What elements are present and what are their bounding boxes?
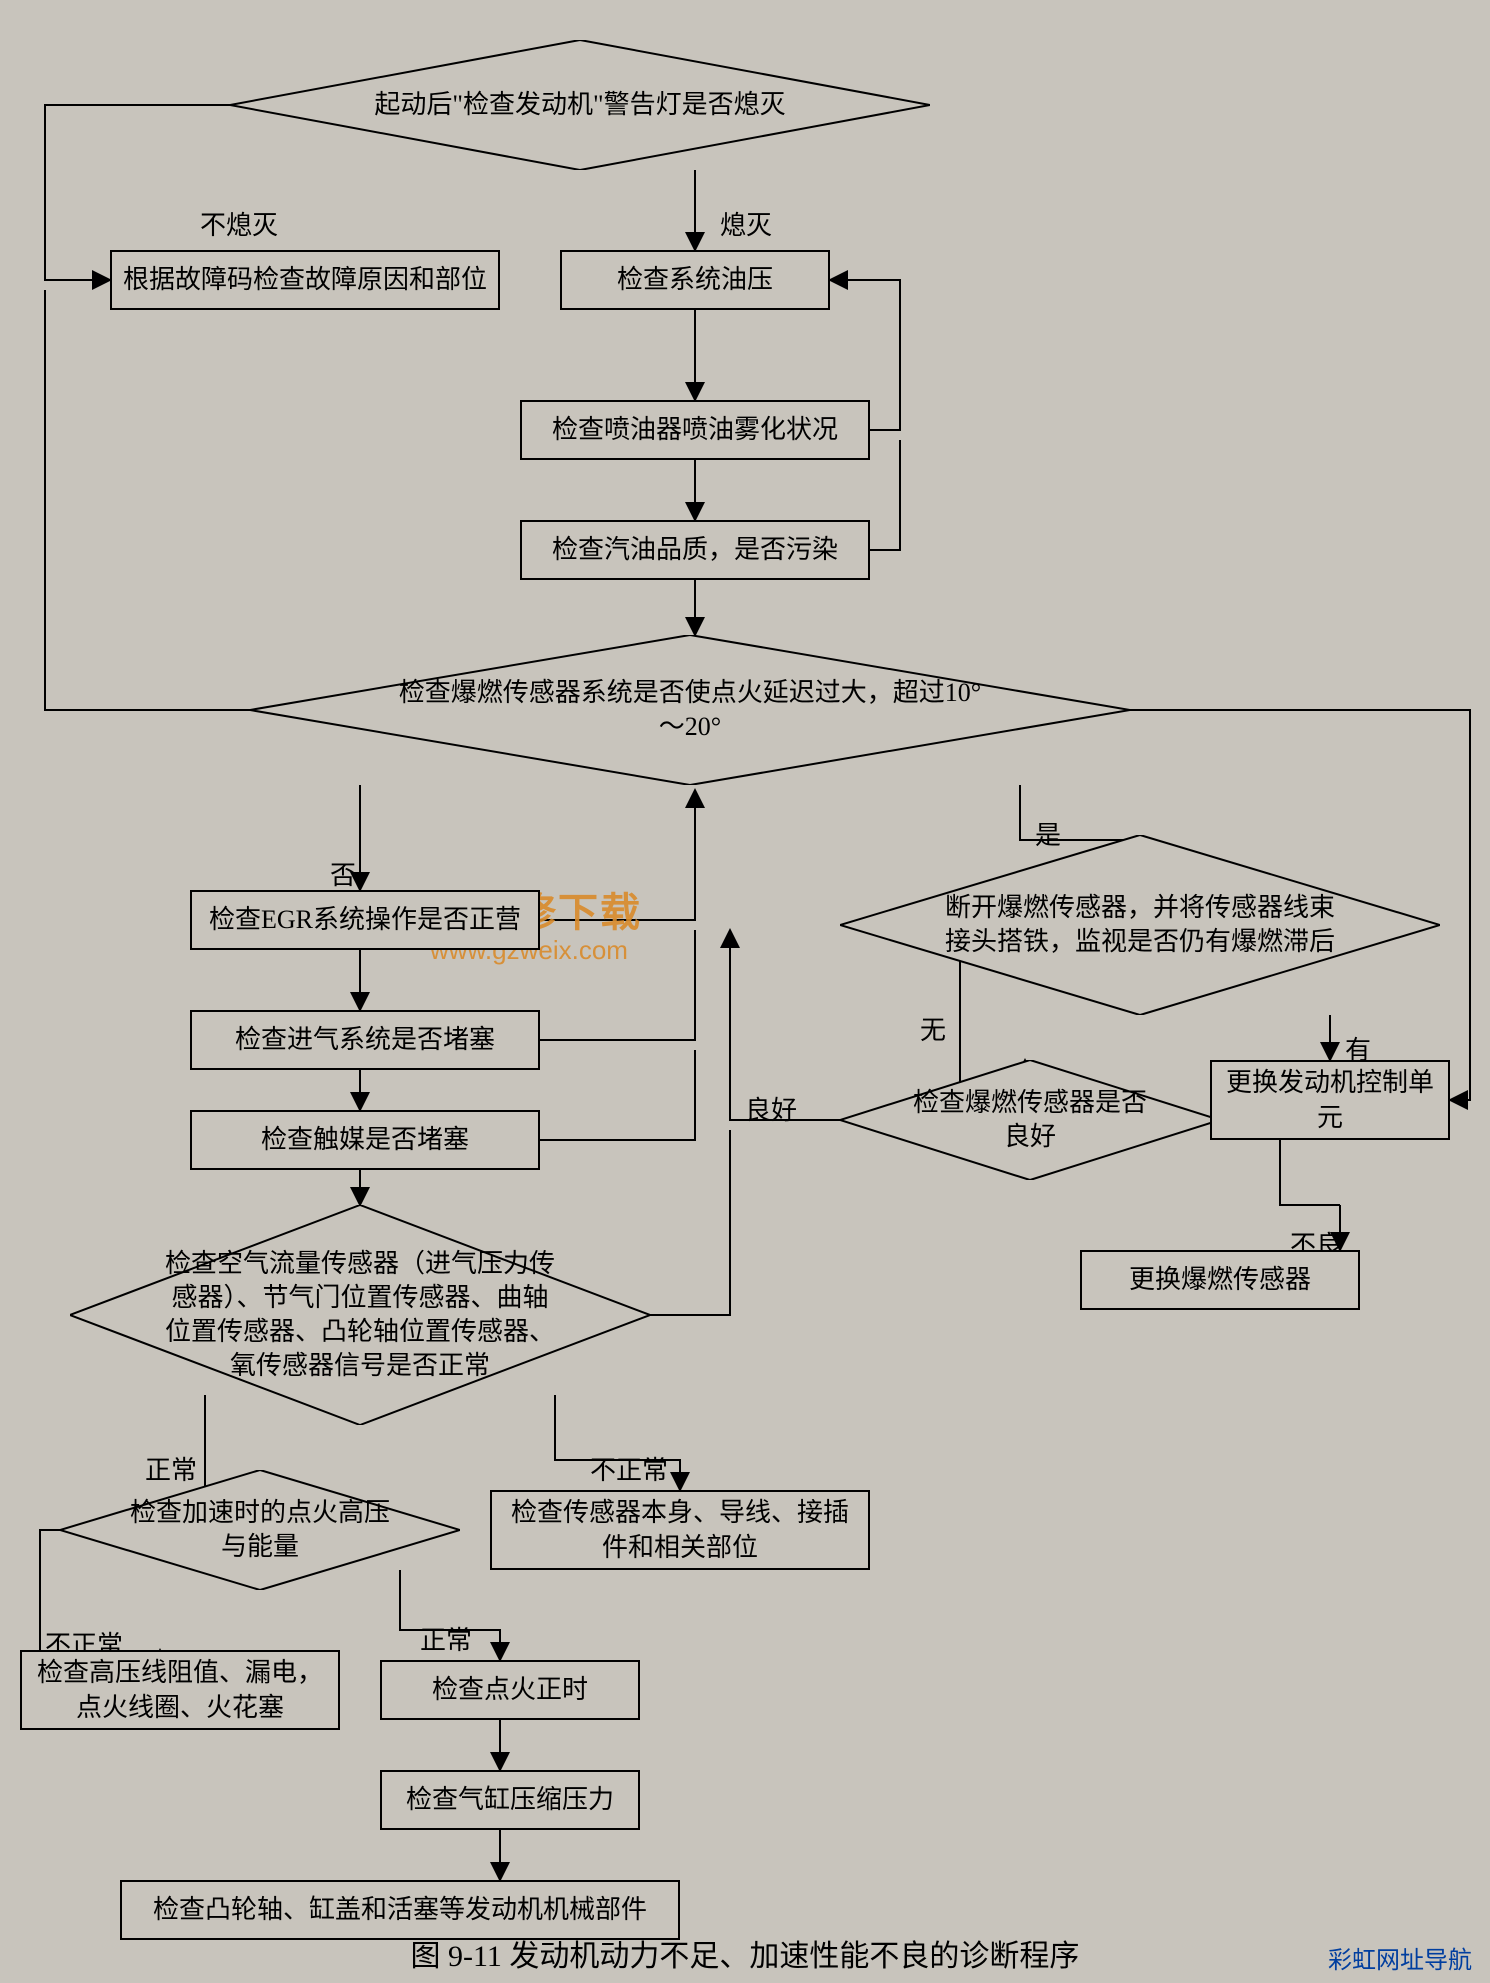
flow-decision-d2: 检查爆燃传感器系统是否使点火延迟过大，超过10°～20° — [250, 635, 1130, 785]
flow-node-r1: 根据故障码检查故障原因和部位 — [110, 250, 500, 310]
edge-label: 不正常 — [590, 1450, 668, 1487]
flowchart-canvas: 图 9-11 发动机动力不足、加速性能不良的诊断程序 彩虹网址导航 精通维修下载… — [0, 0, 1490, 1983]
flow-node-r14: 检查凸轮轴、缸盖和活塞等发动机机械部件 — [120, 1880, 680, 1940]
flow-node-r6: 检查进气系统是否堵塞 — [190, 1010, 540, 1070]
flow-decision-d4: 检查爆燃传感器是否良好 — [840, 1060, 1220, 1180]
edge-label: 熄灭 — [720, 205, 772, 242]
edge-label: 良好 — [745, 1090, 797, 1127]
edge-label: 无 — [920, 1010, 946, 1047]
flow-node-r8: 更换发动机控制单元 — [1210, 1060, 1450, 1140]
edge-label: 不熄灭 — [200, 205, 278, 242]
edge-label: 否 — [330, 855, 356, 892]
edge-label: 正常 — [420, 1620, 472, 1657]
flow-node-r5: 检查EGR系统操作是否正营 — [190, 890, 540, 950]
flow-decision-d3: 断开爆燃传感器，并将传感器线束接头搭铁，监视是否仍有爆燃滞后 — [840, 835, 1440, 1015]
credit-text: 彩虹网址导航 — [1328, 1940, 1472, 1975]
flow-node-r10: 检查传感器本身、导线、接插件和相关部位 — [490, 1490, 870, 1570]
flow-decision-d1: 起动后"检查发动机"警告灯是否熄灭 — [230, 40, 930, 170]
flow-node-r4: 检查汽油品质，是否污染 — [520, 520, 870, 580]
flow-decision-d5: 检查空气流量传感器（进气压力传感器）、节气门位置传感器、曲轴位置传感器、凸轮轴位… — [70, 1205, 650, 1425]
flow-node-r13: 检查气缸压缩压力 — [380, 1770, 640, 1830]
flow-node-r11: 检查高压线阻值、漏电，点火线圈、火花塞 — [20, 1650, 340, 1730]
flow-node-r2: 检查系统油压 — [560, 250, 830, 310]
flow-node-r7: 检查触媒是否堵塞 — [190, 1110, 540, 1170]
flow-node-r3: 检查喷油器喷油雾化状况 — [520, 400, 870, 460]
flow-node-r12: 检查点火正时 — [380, 1660, 640, 1720]
flow-node-r9: 更换爆燃传感器 — [1080, 1250, 1360, 1310]
flow-decision-d6: 检查加速时的点火高压与能量 — [60, 1470, 460, 1590]
